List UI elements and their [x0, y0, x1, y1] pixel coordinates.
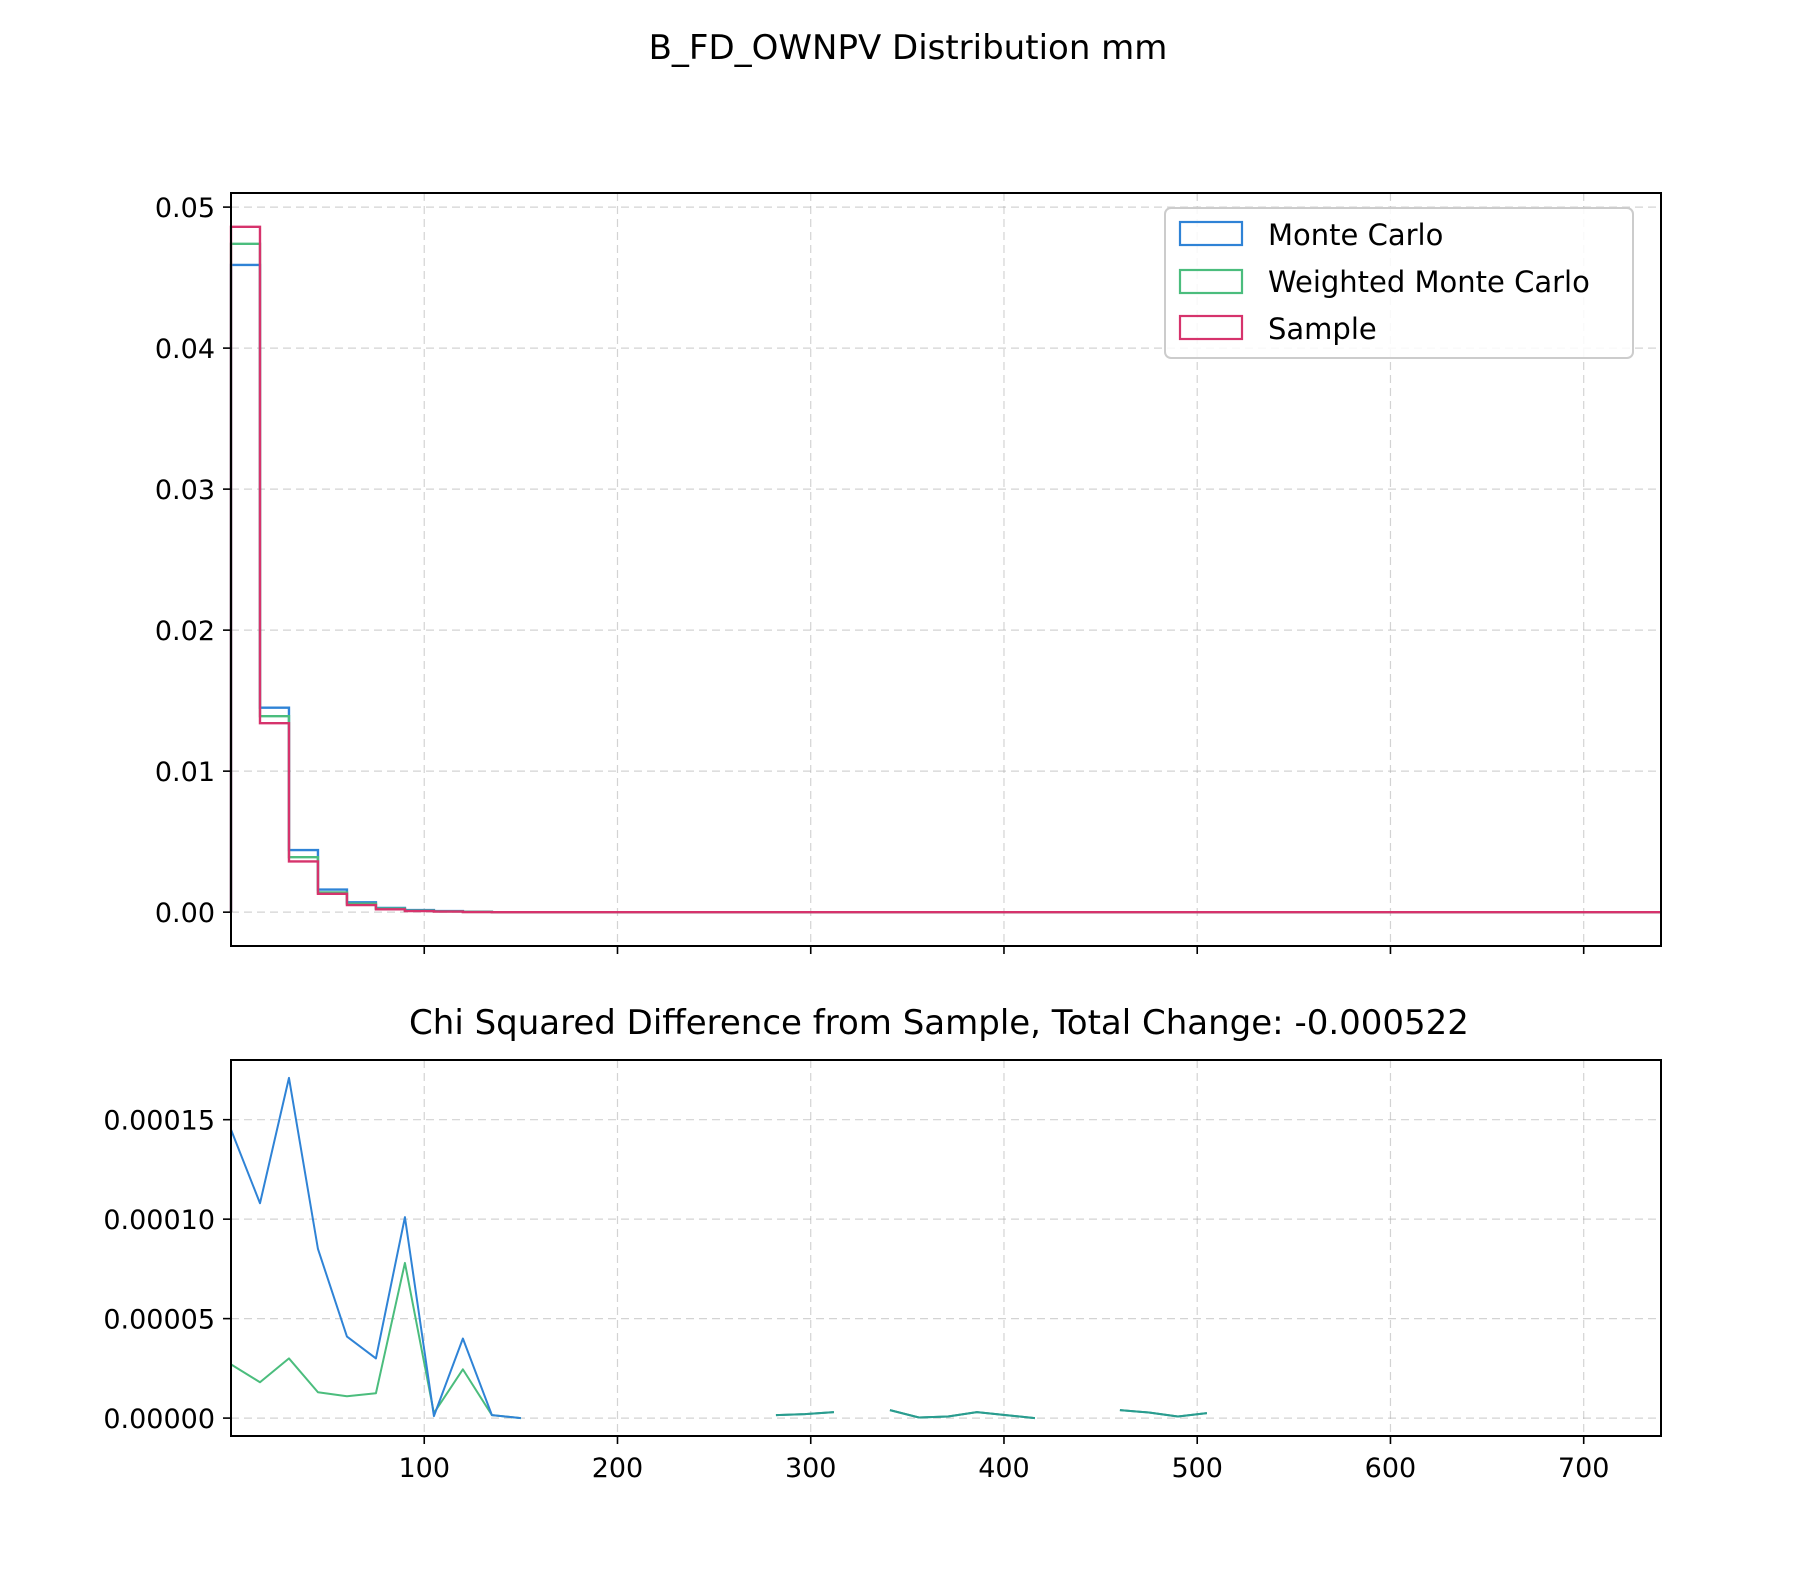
legend-label-sample: Sample: [1268, 312, 1377, 346]
chi-line-monte-carlo: [775, 1411, 834, 1417]
chi-line-monte-carlo: [889, 1409, 1035, 1420]
legend-box: [1164, 207, 1634, 359]
legend-swatch-sample: [1178, 314, 1244, 341]
y-tick-label: 0.00010: [103, 1205, 215, 1236]
y-tick-label: 0.00000: [103, 1404, 215, 1435]
histogram-axes-frame: [230, 192, 1662, 947]
figure-title: B_FD_OWNPV Distribution mm: [649, 28, 1168, 68]
y-tick-label: 0.02: [155, 616, 215, 647]
x-tick-label: 700: [1558, 1453, 1610, 1484]
x-tick-label: 300: [785, 1453, 837, 1484]
chi-squared-grid: [231, 1060, 1661, 1436]
histogram-ticks: 0.00 0.01 0.02 0.03 0.04 0.05: [155, 193, 1585, 954]
y-tick-label: 0.00015: [103, 1106, 215, 1137]
x-tick-label: 600: [1365, 1453, 1417, 1484]
chi-squared-title: Chi Squared Difference from Sample, Tota…: [409, 1003, 1469, 1043]
chi-squared-ticks: 100 200 300 400 500 600 700 0.00000 0.00005 0.000…: [103, 1106, 1609, 1484]
chi-squared-panel: Chi Squared Difference from Sample, Tota…: [103, 1003, 1662, 1484]
legend-swatch-monte-carlo: [1178, 220, 1244, 247]
histogram-series: [229, 225, 1661, 914]
y-tick-label: 0.00005: [103, 1305, 215, 1336]
y-tick-label: 0.04: [155, 334, 215, 365]
legend: Monte Carlo Weighted Monte Carlo Sample: [1164, 207, 1634, 359]
legend-label-weighted-monte-carlo: Weighted Monte Carlo: [1268, 265, 1590, 299]
x-tick-label: 500: [1171, 1453, 1223, 1484]
y-tick-label: 0.00: [155, 898, 215, 929]
chi-line-weighted-monte-carlo: [230, 1261, 521, 1420]
x-tick-label: 100: [398, 1453, 450, 1484]
y-tick-label: 0.05: [155, 193, 215, 224]
legend-label-monte-carlo: Monte Carlo: [1268, 218, 1443, 252]
histogram-step-monte-carlo: [229, 263, 1661, 914]
legend-swatch-weighted-monte-carlo: [1178, 268, 1244, 295]
histogram-step-sample: [229, 225, 1661, 914]
chi-line-monte-carlo: [230, 1076, 521, 1420]
y-tick-label: 0.03: [155, 475, 215, 506]
x-tick-label: 200: [592, 1453, 644, 1484]
y-tick-label: 0.01: [155, 757, 215, 788]
x-tick-label: 400: [978, 1453, 1030, 1484]
histogram-panel: 0.00 0.01 0.02 0.03 0.04 0.05 Monte Carlo Wei…: [155, 192, 1662, 954]
chi-squared-axes-frame: [230, 1059, 1662, 1437]
chi-line-monte-carlo: [1119, 1409, 1207, 1418]
chi-squared-series: [230, 1076, 1207, 1420]
